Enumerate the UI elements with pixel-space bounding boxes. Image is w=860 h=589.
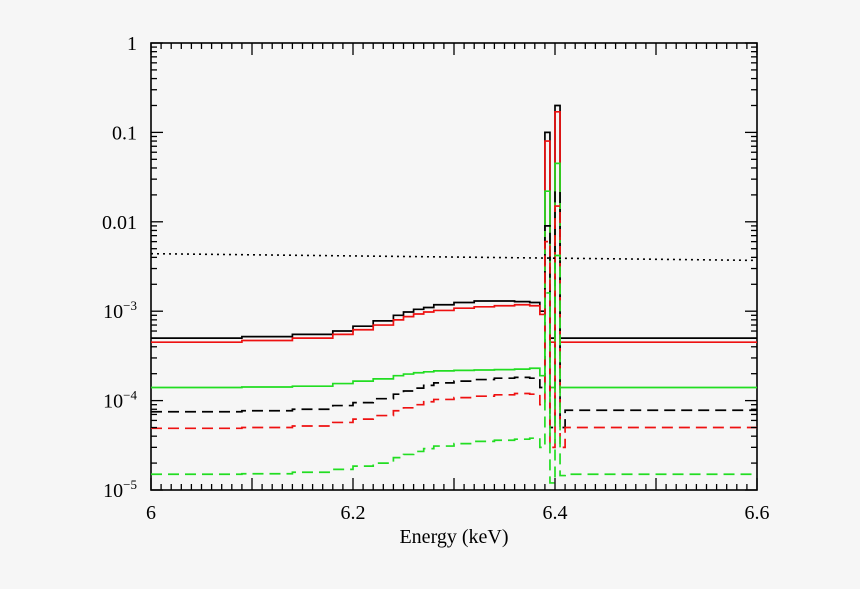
series-layer bbox=[150, 104, 758, 484]
series-line-3 bbox=[151, 162, 757, 389]
x-tick-label: 6.4 bbox=[543, 502, 568, 524]
y-tick-label-base: 10 bbox=[103, 391, 123, 413]
y-tick-label: 0.01 bbox=[102, 212, 137, 234]
x-axis-title: Energy (keV) bbox=[399, 526, 508, 548]
y-tick-label-exponent: −3 bbox=[123, 298, 137, 313]
plot-frame bbox=[150, 42, 758, 491]
x-tick-label: 6 bbox=[146, 502, 156, 524]
y-tick-label: 1 bbox=[127, 33, 137, 55]
y-tick-label-base: 10 bbox=[103, 301, 123, 323]
series-line-1 bbox=[151, 104, 757, 339]
y-tick-label-exponent: −4 bbox=[123, 388, 137, 403]
y-tick-label: 10−3 bbox=[103, 298, 137, 323]
y-tick-label: 10−5 bbox=[103, 477, 137, 502]
x-tick-label: 6.6 bbox=[745, 502, 770, 524]
series-line-2 bbox=[151, 110, 757, 344]
series-line-7 bbox=[150, 252, 758, 262]
x-tick-label: 6.2 bbox=[341, 502, 366, 524]
y-tick-label-exponent: −5 bbox=[123, 477, 137, 492]
y-tick-label: 0.1 bbox=[112, 122, 137, 144]
ticks-layer bbox=[150, 42, 758, 491]
y-tick-label: 10−4 bbox=[103, 388, 137, 413]
series-line-5 bbox=[151, 205, 757, 449]
y-tick-label-base: 10 bbox=[103, 480, 123, 502]
series-line-6 bbox=[151, 254, 757, 484]
